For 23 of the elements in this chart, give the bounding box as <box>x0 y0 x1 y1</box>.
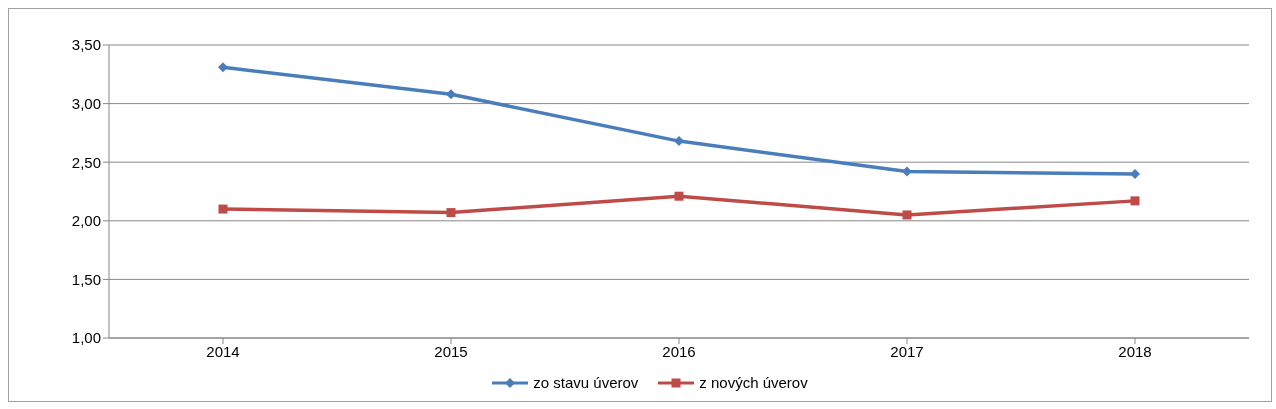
legend-label: zo stavu úverov <box>532 374 639 391</box>
y-tick-label: 3,50 <box>71 36 101 54</box>
point <box>902 210 912 220</box>
point <box>674 191 684 201</box>
y-tick-label: 2,00 <box>71 212 101 230</box>
y-tick-label: 2,50 <box>71 153 101 171</box>
point <box>446 208 456 218</box>
x-tick-label: 2018 <box>1118 342 1152 360</box>
point <box>1130 196 1140 206</box>
legend-label: z nových úverov <box>698 374 808 391</box>
y-tick-label: 1,50 <box>71 270 101 288</box>
y-tick-label: 3,00 <box>71 94 101 112</box>
point <box>446 89 456 100</box>
x-tick-label: 2015 <box>434 342 468 360</box>
x-tick-label: 2014 <box>206 342 240 360</box>
x-tick-label: 2016 <box>662 342 696 360</box>
point <box>1130 168 1140 179</box>
point <box>902 166 912 177</box>
point <box>218 204 228 214</box>
x-tick-label: 2017 <box>890 342 924 360</box>
point <box>218 62 228 73</box>
y-tick-label: 1,00 <box>71 329 101 347</box>
point <box>674 136 684 147</box>
